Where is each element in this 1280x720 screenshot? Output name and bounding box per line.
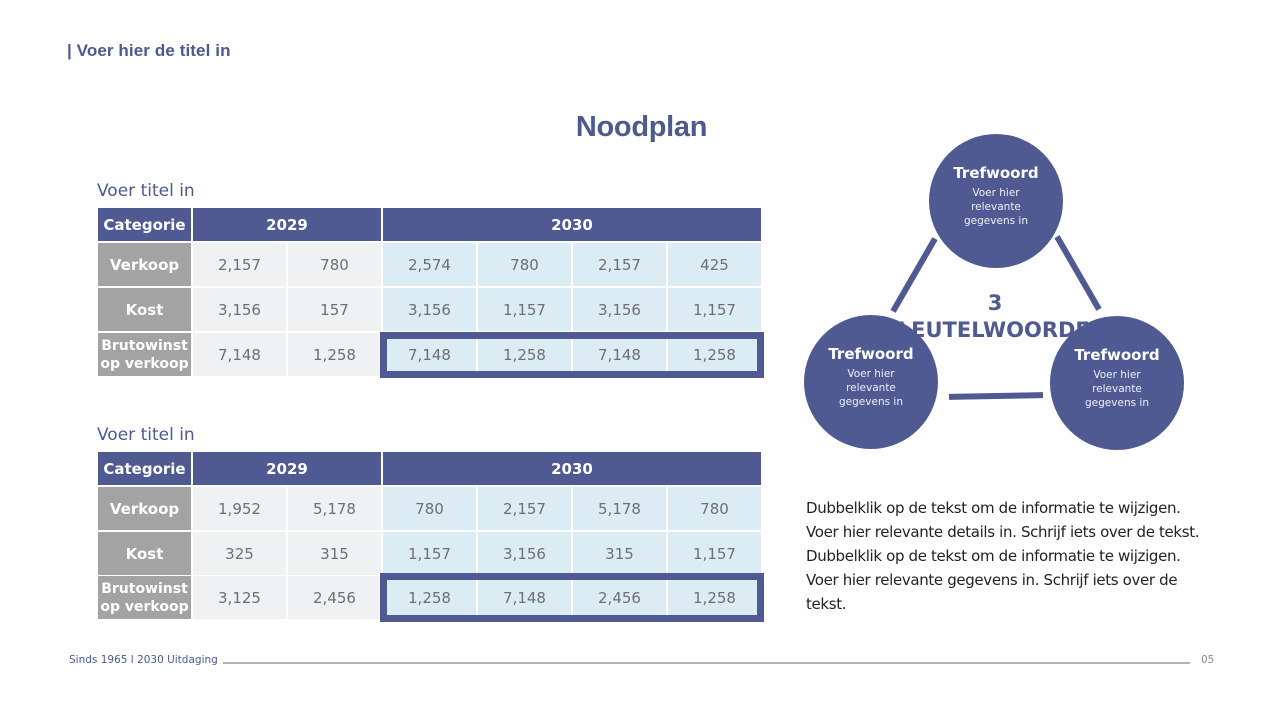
keyword-node-right: Trefwoord Voer hier relevante gegevens i… (1050, 316, 1184, 450)
table-cell: 5,178 (573, 487, 666, 530)
body-text-line: tekst. (806, 595, 847, 613)
table-cell: 3,156 (573, 288, 666, 331)
table-cell: 1,157 (668, 532, 761, 575)
table-cell: 1,157 (383, 532, 476, 575)
table-cell: 325 (193, 532, 286, 575)
table-cell: 3,156 (193, 288, 286, 331)
header-2029: 2029 (193, 452, 381, 485)
node-text: Voer hier relevante gegevens in (964, 187, 1028, 227)
node-text: Voer hier relevante gegevens in (1085, 369, 1149, 409)
table-cell: 7,148 (383, 333, 476, 376)
row-label-line2: op verkoop (100, 355, 189, 372)
table-cell: 780 (478, 243, 571, 286)
footer-divider (223, 662, 1190, 664)
row-label-verkoop: Verkoop (98, 243, 191, 286)
keyword-cycle-diagram: 3 SLEUTELWOORDEN Trefwoord Voer hier rel… (800, 130, 1190, 460)
table-row: Verkoop 1,952 5,178 780 2,157 5,178 780 (97, 487, 763, 530)
row-label-verkoop: Verkoop (98, 487, 191, 530)
table-cell: 157 (288, 288, 381, 331)
table-cell: 2,157 (193, 243, 286, 286)
data-table-1: Categorie 2029 2030 Verkoop 2,157 780 2,… (97, 208, 764, 380)
table-row: Brutowinst op verkoop 7,148 1,258 7,148 1… (97, 333, 763, 376)
keyword-node-left: Trefwoord Voer hier relevante gegevens i… (804, 315, 938, 449)
table-cell: 1,952 (193, 487, 286, 530)
table-cell: 780 (668, 487, 761, 530)
row-label-kost: Kost (98, 532, 191, 575)
table-cell: 7,148 (573, 333, 666, 376)
body-text-line: Voer hier relevante gegevens in. Schrijf… (806, 571, 1178, 589)
body-text-line: Voer hier relevante details in. Schrijf … (806, 523, 1200, 541)
row-label-brutowinst: Brutowinst op verkoop (98, 333, 191, 376)
connector-line (948, 392, 1044, 400)
node-title: Trefwoord (828, 345, 914, 363)
keyword-node-top: Trefwoord Voer hier relevante gegevens i… (929, 134, 1063, 268)
body-text-line: Dubbelklik op de tekst om de informatie … (806, 547, 1181, 565)
data-table-2: Categorie 2029 2030 Verkoop 1,952 5,178 … (97, 452, 764, 624)
table-cell: 315 (288, 532, 381, 575)
row-label-line2: op verkoop (100, 598, 189, 615)
table-cell: 780 (383, 487, 476, 530)
footer-text: Sinds 1965 l 2030 Uitdaging (69, 654, 218, 666)
table-cell: 1,157 (668, 288, 761, 331)
table-cell: 1,258 (383, 576, 476, 619)
table-cell: 1,258 (668, 333, 761, 376)
table-cell: 2,157 (573, 243, 666, 286)
node-text: Voer hier relevante gegevens in (839, 368, 903, 408)
header-category: Categorie (98, 208, 191, 241)
center-label-number: 3 (987, 291, 1003, 315)
header-category: Categorie (98, 452, 191, 485)
row-label-line1: Brutowinst (101, 580, 188, 597)
header-2029: 2029 (193, 208, 381, 241)
table-row: Verkoop 2,157 780 2,574 780 2,157 425 (97, 243, 763, 286)
table-cell: 3,156 (478, 532, 571, 575)
row-label-brutowinst: Brutowinst op verkoop (98, 576, 191, 619)
table-cell: 1,258 (288, 333, 381, 376)
table-row: Kost 325 315 1,157 3,156 315 1,157 (97, 532, 763, 575)
node-title: Trefwoord (1074, 346, 1160, 364)
table-cell: 1,258 (478, 333, 571, 376)
table-header-row: Categorie 2029 2030 (97, 452, 763, 485)
table-cell: 7,148 (478, 576, 571, 619)
table-header-row: Categorie 2029 2030 (97, 208, 763, 241)
table-1-title: Voer titel in (97, 181, 195, 201)
table-cell: 3,125 (193, 576, 286, 619)
node-title: Trefwoord (953, 164, 1039, 182)
table-row: Brutowinst op verkoop 3,125 2,456 1,258 7… (97, 576, 763, 619)
table-cell: 2,456 (288, 576, 381, 619)
table-cell: 2,574 (383, 243, 476, 286)
header-2030: 2030 (383, 208, 761, 241)
row-label-kost: Kost (98, 288, 191, 331)
table-cell: 3,156 (383, 288, 476, 331)
table-cell: 1,157 (478, 288, 571, 331)
body-text: Dubbelklik op de tekst om de informatie … (806, 496, 1200, 616)
table-row: Kost 3,156 157 3,156 1,157 3,156 1,157 (97, 288, 763, 331)
table-cell: 780 (288, 243, 381, 286)
table-cell: 425 (668, 243, 761, 286)
page-number: 05 (1201, 654, 1215, 666)
row-label-line1: Brutowinst (101, 337, 188, 354)
table-cell: 1,258 (668, 576, 761, 619)
table-cell: 5,178 (288, 487, 381, 530)
table-cell: 2,456 (573, 576, 666, 619)
header-2030: 2030 (383, 452, 761, 485)
table-2-title: Voer titel in (97, 425, 195, 445)
main-title: Noodplan (575, 111, 708, 143)
table-cell: 7,148 (193, 333, 286, 376)
body-text-line: Dubbelklik op de tekst om de informatie … (806, 499, 1181, 517)
table-cell: 315 (573, 532, 666, 575)
slide-title: | Voer hier de titel in (67, 41, 231, 60)
table-cell: 2,157 (478, 487, 571, 530)
